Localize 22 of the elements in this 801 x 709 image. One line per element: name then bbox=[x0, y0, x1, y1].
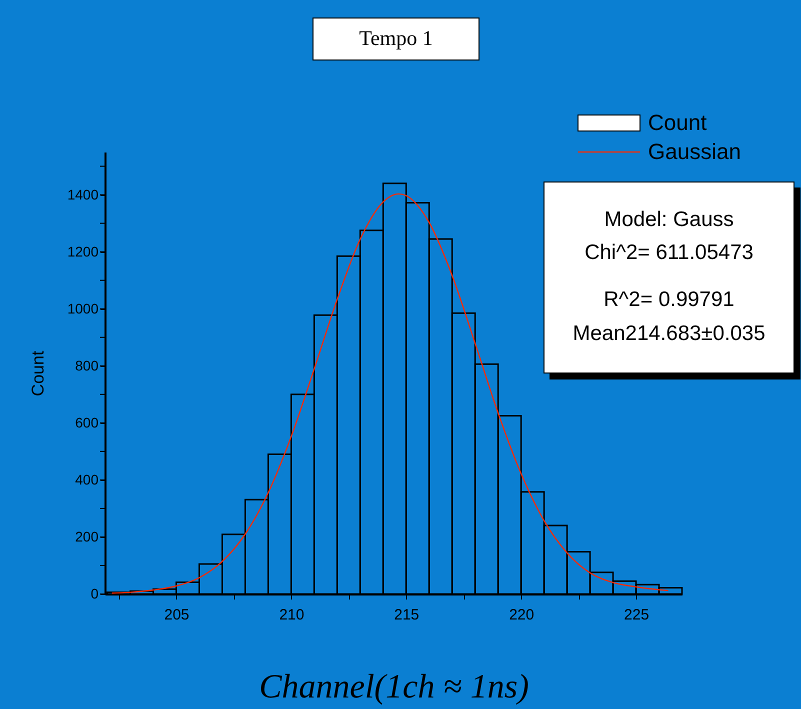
x-tick-label: 210 bbox=[279, 606, 304, 624]
y-tick-label: 1400 bbox=[67, 186, 99, 202]
x-tick-label: 215 bbox=[394, 606, 420, 624]
x-axis-title: Channel(1ch ≈ 1ns) bbox=[259, 668, 529, 706]
annotation: Chi^2= 611.05473 bbox=[584, 241, 754, 264]
y-tick-label: 200 bbox=[75, 528, 99, 544]
y-tick-label: 1200 bbox=[67, 243, 99, 260]
x-tick-label: 205 bbox=[164, 606, 190, 624]
y-axis-title: Count bbox=[28, 350, 48, 396]
annotation: R^2= 0.99791 bbox=[604, 288, 734, 311]
y-tick-label: 800 bbox=[75, 357, 99, 374]
y-tick-label: 1000 bbox=[67, 300, 99, 316]
legend-label: Gaussian bbox=[648, 139, 741, 164]
annotation: Mean214.683±0.035 bbox=[572, 322, 766, 345]
y-tick-label: 600 bbox=[75, 414, 99, 430]
x-tick-label: 225 bbox=[624, 606, 650, 624]
chart-title: Tempo 1 bbox=[359, 26, 433, 50]
y-tick-label: 400 bbox=[75, 471, 99, 488]
legend-label: Count bbox=[648, 110, 707, 135]
annotation: Model: Gauss bbox=[604, 208, 734, 231]
x-tick-label: 220 bbox=[509, 606, 534, 624]
y-tick-label: 0 bbox=[90, 586, 99, 602]
